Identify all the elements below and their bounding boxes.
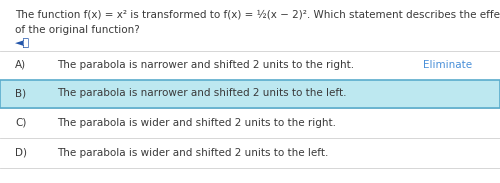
Text: ◄⧗: ◄⧗: [15, 38, 30, 48]
Text: B): B): [15, 88, 26, 98]
Text: of the original function?: of the original function?: [15, 25, 140, 35]
Text: The parabola is narrower and shifted 2 units to the left.: The parabola is narrower and shifted 2 u…: [58, 88, 347, 98]
Text: The parabola is wider and shifted 2 units to the right.: The parabola is wider and shifted 2 unit…: [58, 118, 336, 128]
Text: C): C): [15, 118, 26, 128]
Text: Eliminate: Eliminate: [422, 60, 472, 70]
Text: The parabola is narrower and shifted 2 units to the right.: The parabola is narrower and shifted 2 u…: [58, 60, 354, 70]
Text: D): D): [15, 148, 27, 158]
Text: A): A): [15, 60, 26, 70]
Bar: [0, 80, 500, 108]
Text: The parabola is wider and shifted 2 units to the left.: The parabola is wider and shifted 2 unit…: [58, 148, 329, 158]
Text: The function f(x) = x² is transformed to f(x) = ½(x − 2)². Which statement descr: The function f(x) = x² is transformed to…: [15, 10, 500, 20]
